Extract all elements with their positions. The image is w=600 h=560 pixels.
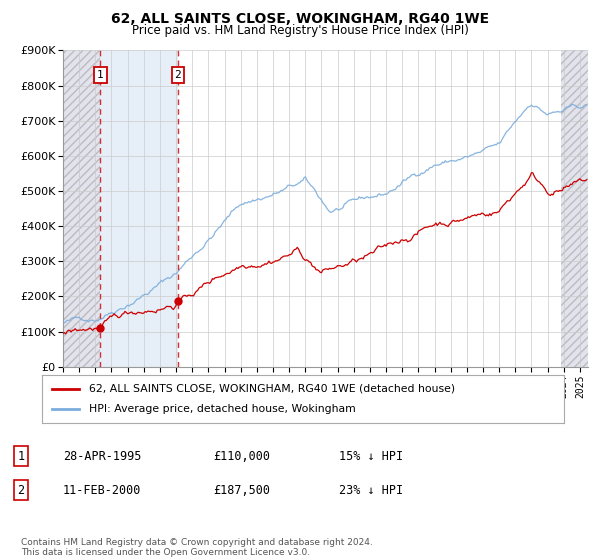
- Bar: [63, 50, 100, 367]
- Text: 15% ↓ HPI: 15% ↓ HPI: [339, 450, 403, 463]
- Text: 2: 2: [175, 70, 181, 80]
- Text: 62, ALL SAINTS CLOSE, WOKINGHAM, RG40 1WE: 62, ALL SAINTS CLOSE, WOKINGHAM, RG40 1W…: [111, 12, 489, 26]
- Text: 11-FEB-2000: 11-FEB-2000: [63, 483, 142, 497]
- Text: HPI: Average price, detached house, Wokingham: HPI: Average price, detached house, Woki…: [89, 404, 356, 414]
- Text: £110,000: £110,000: [213, 450, 270, 463]
- Text: £187,500: £187,500: [213, 483, 270, 497]
- Bar: [561, 50, 588, 367]
- Text: 62, ALL SAINTS CLOSE, WOKINGHAM, RG40 1WE (detached house): 62, ALL SAINTS CLOSE, WOKINGHAM, RG40 1W…: [89, 384, 455, 394]
- Text: 28-APR-1995: 28-APR-1995: [63, 450, 142, 463]
- Text: 2: 2: [17, 483, 25, 497]
- Text: Price paid vs. HM Land Registry's House Price Index (HPI): Price paid vs. HM Land Registry's House …: [131, 24, 469, 37]
- Text: 1: 1: [17, 450, 25, 463]
- Text: Contains HM Land Registry data © Crown copyright and database right 2024.
This d: Contains HM Land Registry data © Crown c…: [21, 538, 373, 557]
- Text: 23% ↓ HPI: 23% ↓ HPI: [339, 483, 403, 497]
- Bar: [100, 50, 178, 367]
- Text: 1: 1: [97, 70, 104, 80]
